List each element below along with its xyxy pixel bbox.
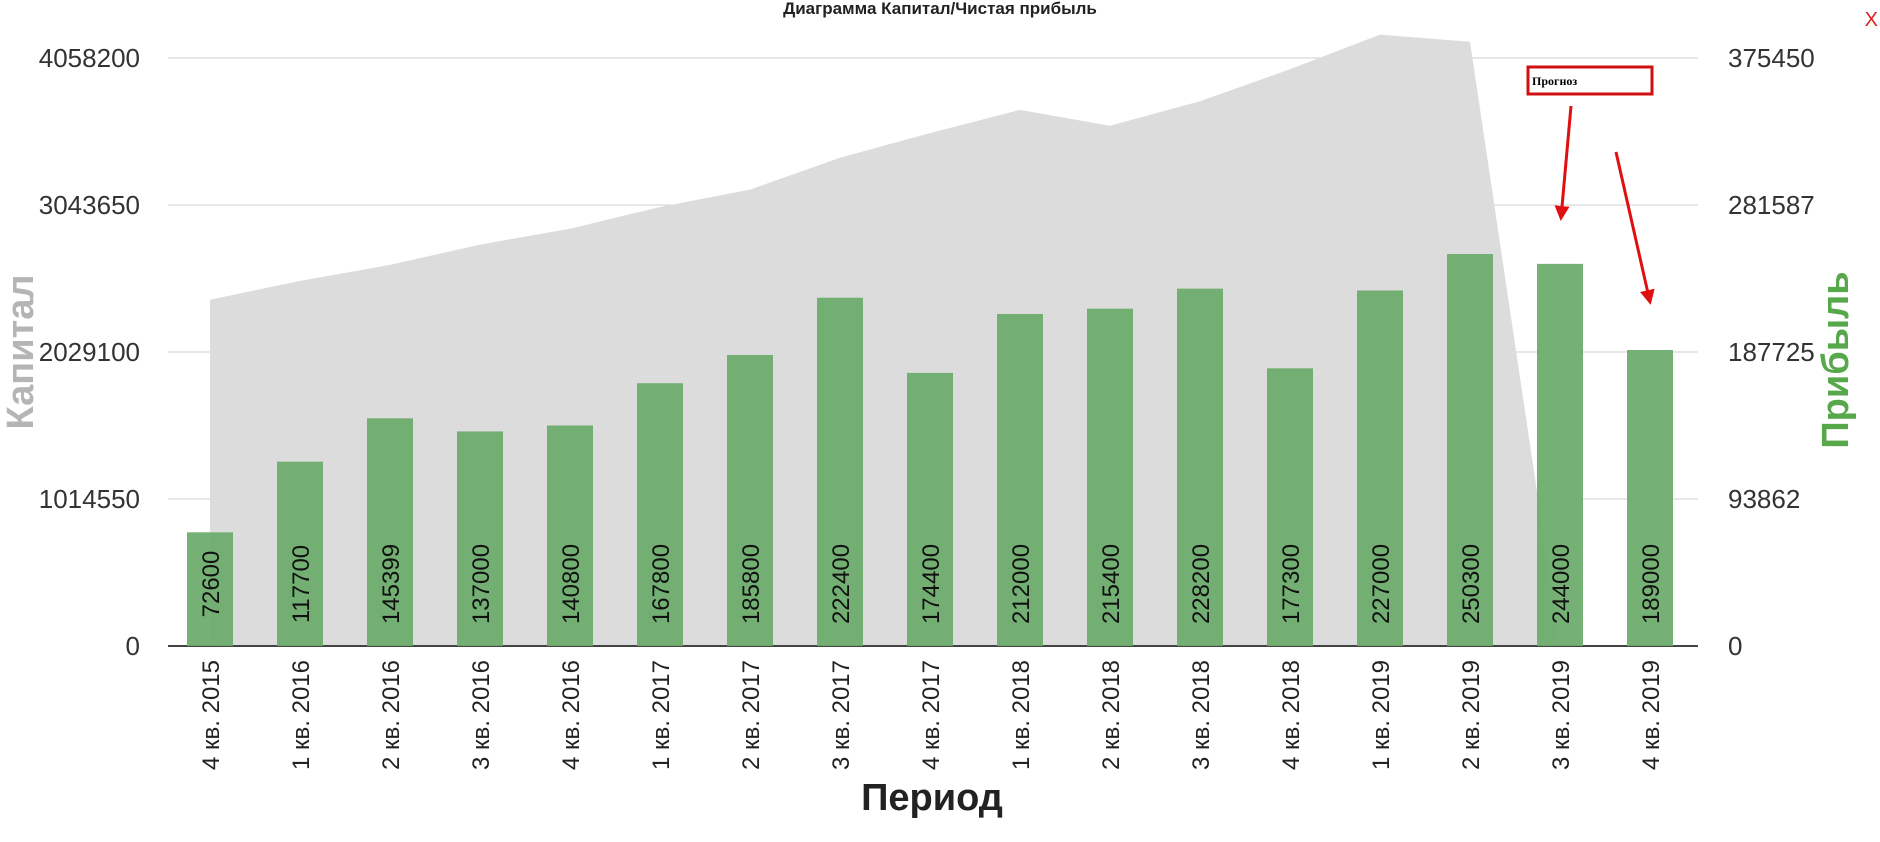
- bar-value-label: 212000: [1008, 544, 1035, 624]
- x-category-label: 2 кв. 2016: [378, 660, 405, 770]
- y-right-tick-label: 281587: [1728, 190, 1815, 220]
- profit-bar: [547, 425, 593, 646]
- profit-bar: [1447, 254, 1493, 646]
- x-category-label: 4 кв. 2015: [198, 660, 225, 770]
- profit-bar: [727, 355, 773, 646]
- profit-bar: [1267, 368, 1313, 646]
- profit-bar: [187, 532, 233, 646]
- x-category-label: 1 кв. 2019: [1368, 660, 1395, 770]
- profit-bar: [1537, 263, 1583, 646]
- profit-bar: [997, 313, 1043, 646]
- x-category-label: 4 кв. 2017: [918, 660, 945, 770]
- x-category-label: 1 кв. 2016: [288, 660, 315, 770]
- x-category-label: 3 кв. 2019: [1548, 660, 1575, 770]
- y-right-tick-label: 93862: [1728, 484, 1800, 514]
- x-category-label: 4 кв. 2019: [1638, 660, 1665, 770]
- y-left-tick-label: 4058200: [39, 43, 140, 73]
- bar-value-label: 117700: [288, 545, 315, 623]
- x-category-label: 3 кв. 2016: [468, 660, 495, 770]
- forecast-annotation-box: [1526, 65, 1654, 96]
- y-right-axis-title: Прибыль: [1815, 271, 1857, 448]
- x-category-label: 1 кв. 2018: [1008, 660, 1035, 770]
- bar-value-label: 250300: [1458, 544, 1485, 624]
- y-left-tick-label: 3043650: [39, 190, 140, 220]
- profit-bar: [1087, 308, 1133, 646]
- bar-value-label: 145399: [378, 544, 405, 624]
- bar-value-label: 72600: [198, 551, 225, 618]
- x-category-label: 2 кв. 2017: [738, 660, 765, 770]
- profit-bar: [277, 461, 323, 646]
- y-left-tick-label: 1014550: [39, 484, 140, 514]
- bar-value-label: 137000: [468, 544, 495, 624]
- x-category-label: 2 кв. 2018: [1098, 660, 1125, 770]
- profit-bar: [907, 372, 953, 646]
- profit-bar: [817, 297, 863, 646]
- forecast-arrow: [1614, 151, 1655, 305]
- profit-bar: [1627, 350, 1673, 646]
- profit-bar: [1177, 288, 1223, 646]
- bar-value-label: 215400: [1098, 544, 1125, 624]
- x-category-label: 3 кв. 2018: [1188, 660, 1215, 770]
- y-left-tick-label: 0: [126, 631, 140, 661]
- forecast-arrow: [1554, 105, 1573, 221]
- y-left-axis-title: Капитал: [0, 275, 42, 430]
- profit-bar: [1357, 290, 1403, 646]
- bar-value-label: 167800: [648, 544, 675, 624]
- bar-value-label: 244000: [1548, 544, 1575, 624]
- bar-value-label: 227000: [1368, 544, 1395, 624]
- y-right-tick-label: 375450: [1728, 43, 1815, 73]
- x-axis-title: Период: [861, 777, 1003, 819]
- bar-value-label: 228200: [1188, 544, 1215, 624]
- y-left-tick-label: 2029100: [39, 337, 140, 367]
- profit-bar: [457, 431, 503, 646]
- bar-value-label: 222400: [828, 544, 855, 624]
- close-icon[interactable]: X: [1864, 9, 1878, 31]
- profit-bar: [637, 383, 683, 646]
- bar-value-label: 174400: [918, 544, 945, 624]
- x-category-label: 4 кв. 2016: [558, 660, 585, 770]
- profit-bar: [367, 418, 413, 646]
- y-right-tick-label: 0: [1728, 631, 1742, 661]
- chart-title: Диаграмма Капитал/Чистая прибыль: [783, 0, 1097, 18]
- bar-value-label: 177300: [1278, 544, 1305, 624]
- bar-value-label: 189000: [1638, 544, 1665, 624]
- bar-value-label: 140800: [558, 544, 585, 624]
- x-category-label: 3 кв. 2017: [828, 660, 855, 770]
- x-category-label: 2 кв. 2019: [1458, 660, 1485, 770]
- x-category-label: 4 кв. 2018: [1278, 660, 1305, 770]
- forecast-annotation-label: Прогноз: [1532, 74, 1577, 88]
- x-category-label: 1 кв. 2017: [648, 660, 675, 770]
- bar-value-label: 185800: [738, 544, 765, 624]
- y-right-tick-label: 187725: [1728, 337, 1815, 367]
